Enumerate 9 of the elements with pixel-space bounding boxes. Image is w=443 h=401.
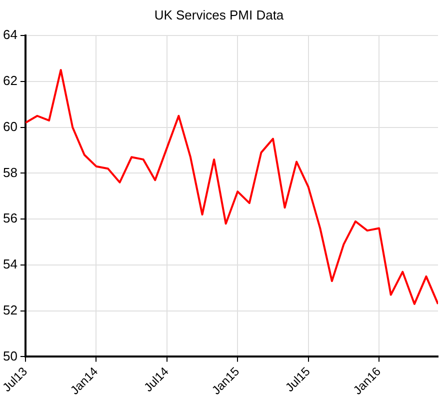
y-tick-label: 62 bbox=[2, 73, 18, 88]
y-tick-label: 58 bbox=[2, 164, 18, 180]
y-tick-label: 64 bbox=[2, 27, 18, 42]
y-tick-label: 50 bbox=[2, 348, 18, 364]
y-tick-label: 60 bbox=[2, 118, 18, 134]
y-tick-label: 56 bbox=[2, 210, 18, 226]
y-tick-label: 54 bbox=[2, 256, 18, 272]
chart-title: UK Services PMI Data bbox=[154, 7, 284, 22]
y-tick-label: 52 bbox=[2, 302, 18, 318]
